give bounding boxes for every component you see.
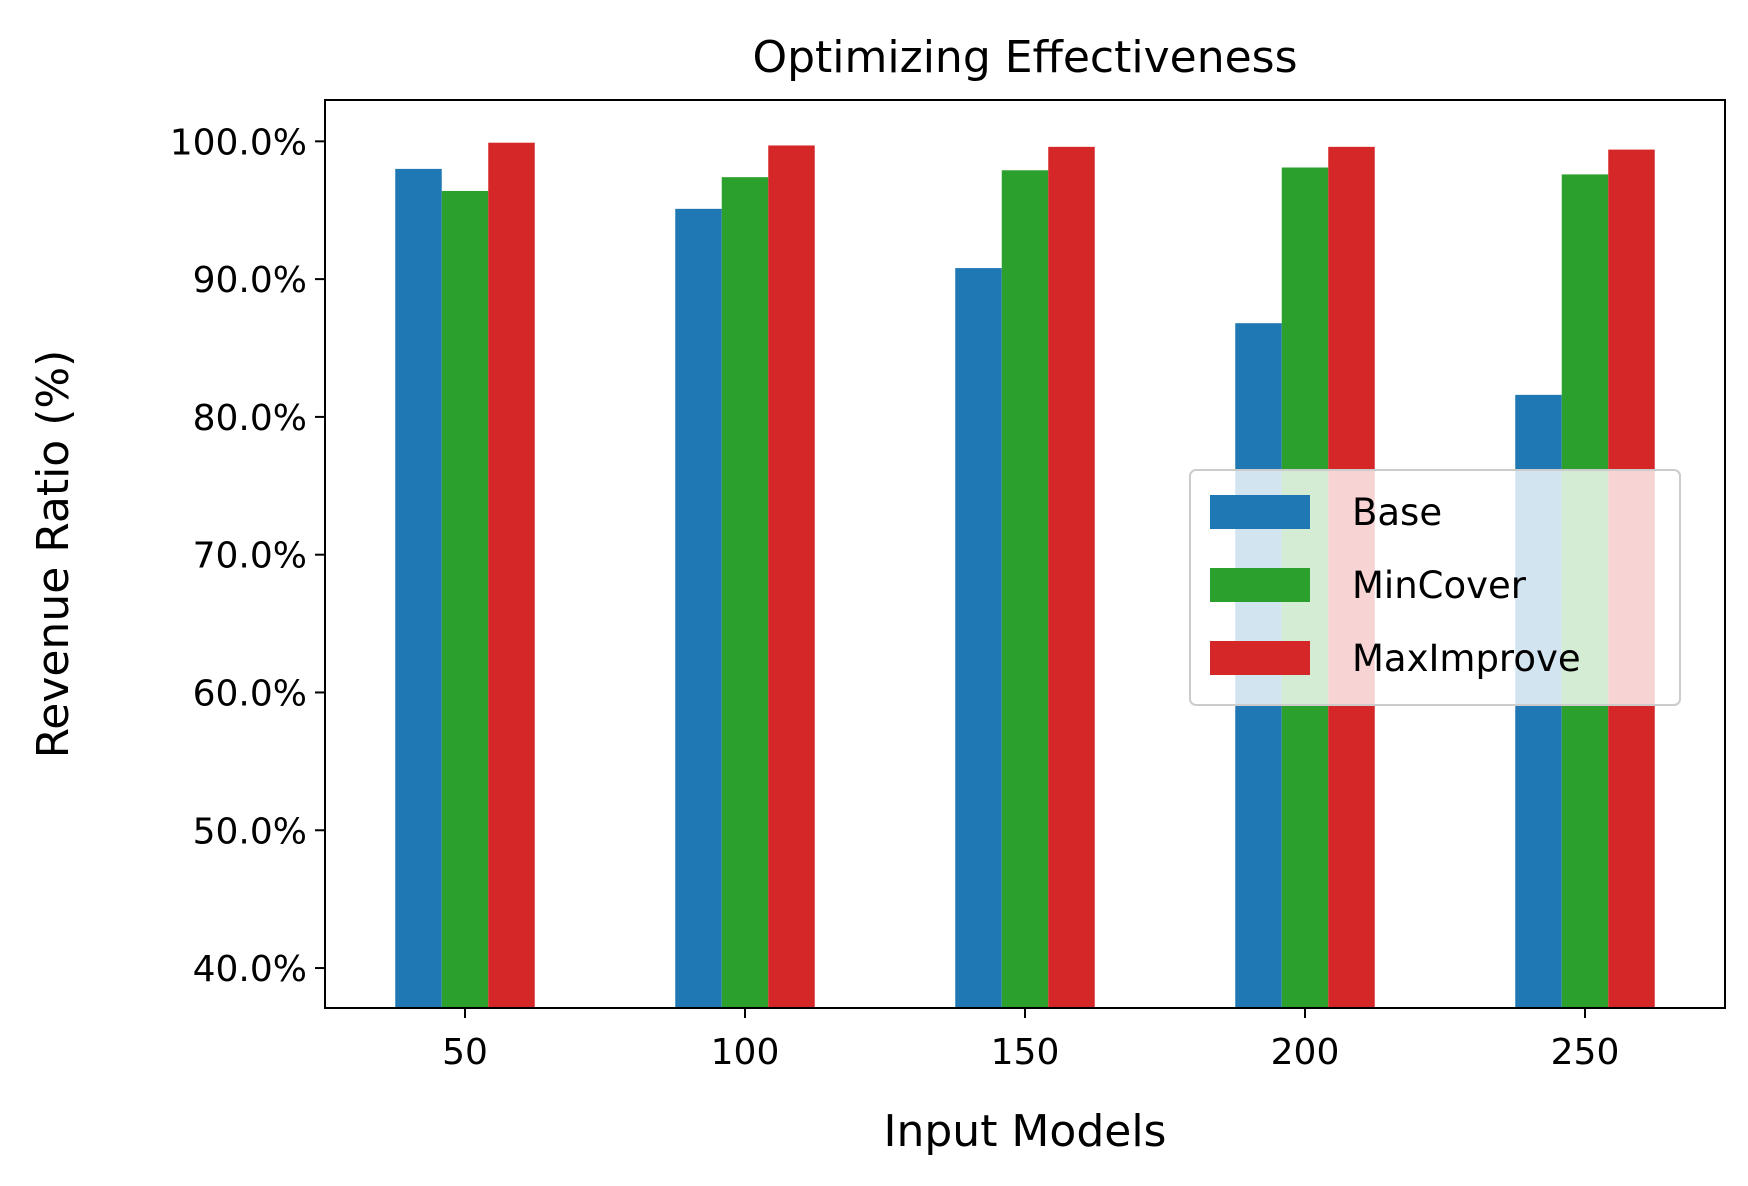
bar-base-150 [955, 268, 1002, 1009]
x-tick-label: 200 [1271, 1032, 1340, 1073]
bar-mincover-150 [1001, 170, 1049, 1008]
y-tick-label: 80.0% [193, 398, 307, 439]
bar-base-100 [675, 208, 722, 1009]
bar-base-50 [395, 168, 442, 1008]
legend-label-maximprove: MaxImprove [1352, 637, 1581, 680]
y-axis-label: Revenue Ratio (%) [28, 350, 79, 759]
plot-frame [324, 99, 1726, 1009]
bar-maximprove-50 [488, 142, 535, 1008]
x-tick-label: 250 [1551, 1032, 1620, 1073]
y-tick-label: 90.0% [193, 260, 307, 301]
legend: Base MinCover MaxImprove [1189, 469, 1681, 706]
y-axis-ticks: 40.0% 50.0% 60.0% 70.0% 80.0% 90.0% 100.0% [170, 122, 325, 990]
legend-box [1189, 469, 1681, 706]
legend-label-mincover: MinCover [1352, 564, 1527, 607]
bar-maximprove-100 [768, 145, 815, 1009]
y-tick-label: 70.0% [193, 536, 307, 577]
x-axis-ticks: 50 100 150 200 250 [442, 1008, 1619, 1073]
y-tick-label: 50.0% [193, 811, 307, 852]
x-axis-label: Input Models [884, 1106, 1167, 1157]
y-tick-label: 60.0% [193, 673, 307, 714]
x-tick-label: 100 [711, 1032, 780, 1073]
legend-swatch-maximprove [1210, 641, 1310, 675]
y-tick-label: 100.0% [170, 122, 307, 163]
legend-swatch-base [1210, 495, 1310, 529]
chart-title: Optimizing Effectiveness [752, 32, 1297, 83]
bar-mincover-50 [441, 190, 489, 1008]
bar-mincover-100 [721, 177, 769, 1008]
y-tick-label: 40.0% [193, 949, 307, 990]
legend-swatch-mincover [1210, 568, 1310, 602]
x-tick-label: 50 [442, 1032, 488, 1073]
x-tick-label: 150 [991, 1032, 1060, 1073]
legend-label-base: Base [1352, 491, 1442, 534]
bar-maximprove-150 [1048, 146, 1095, 1009]
